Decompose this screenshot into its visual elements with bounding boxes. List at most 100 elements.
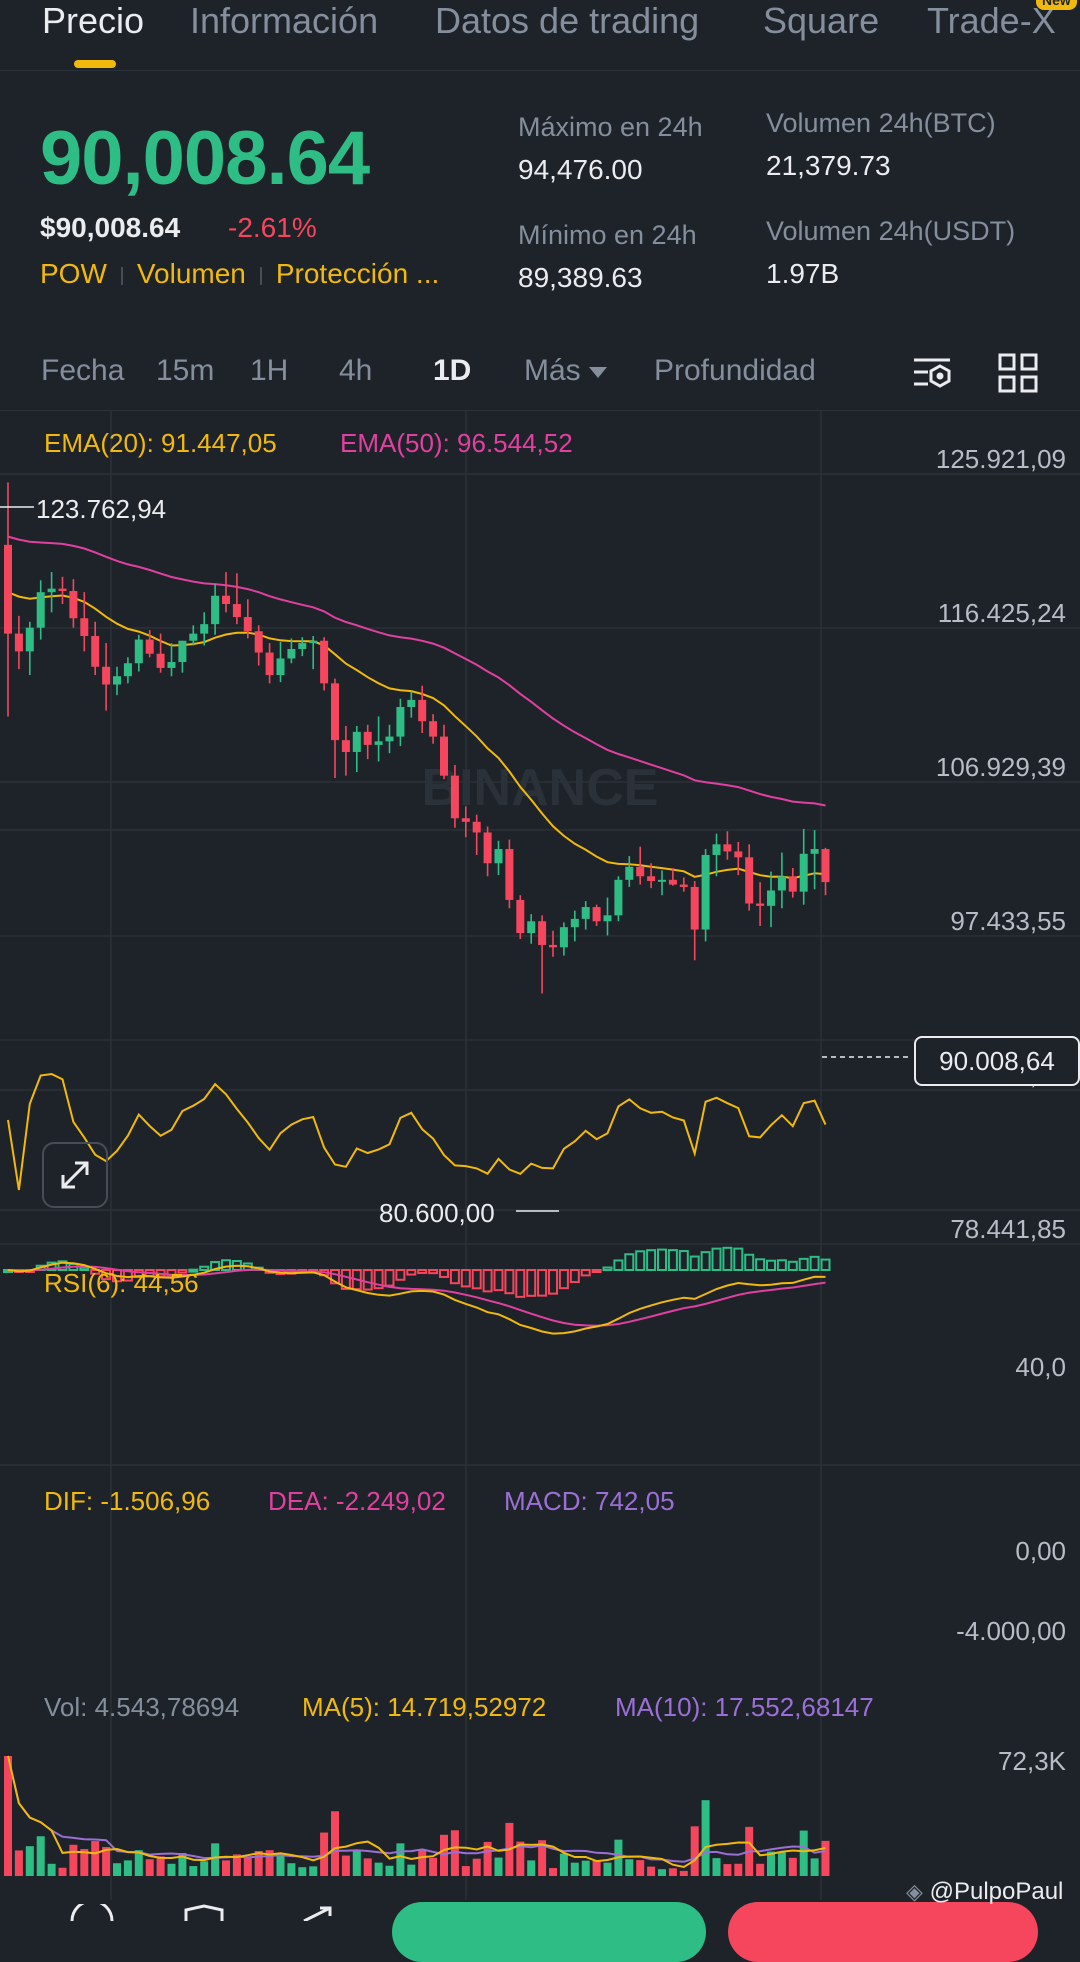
dif-polyline [7,1261,826,1335]
candle-body [450,775,459,819]
chart-settings-icon[interactable] [910,352,954,396]
volume-bar [309,1866,318,1876]
volume-bar [80,1849,89,1876]
candle-body [440,736,448,776]
tab-datos-de-trading[interactable]: Datos de trading [435,0,700,41]
candle-body [396,707,405,737]
volume-bar [232,1854,241,1876]
last-price: 90,008.64 [40,116,370,201]
candle-body [570,918,579,928]
candle-body [505,849,514,900]
macd-hist-bar [221,1259,231,1272]
candle-body [134,639,143,664]
alert-icon[interactable] [180,1904,228,1921]
volume-bar [603,1862,612,1876]
candle-body [80,618,89,636]
volume-bar [374,1862,383,1876]
tag-volumen[interactable]: Volumen [136,258,246,289]
volume-bar [461,1866,470,1876]
high-24h-label: Máximo en 24h [518,112,703,142]
candle-body [385,736,394,742]
interval-1d[interactable]: 1D [433,354,472,387]
macd-hist-bar [548,1269,558,1295]
macd-hist-bar [362,1269,373,1291]
macd-hist-bar [384,1269,395,1287]
candle-body [625,866,634,880]
macd-hist-bar [406,1269,417,1276]
ema20-polyline [7,591,826,880]
high-24h-value: 94,476.00 [518,154,643,185]
volume-bar [527,1860,536,1876]
volume-bar [570,1862,579,1876]
tab-trade-x[interactable]: Trade-X [927,0,1056,41]
candle-body [58,588,67,592]
macd-hist-bar [569,1269,580,1284]
buy-button[interactable] [392,1902,706,1962]
macd-hist-bar [428,1269,439,1275]
expand-chart-button[interactable] [42,1142,108,1208]
volume-bar [211,1843,220,1876]
candle-body [461,818,470,822]
price-axis-label: 78.441,85 [950,1214,1066,1244]
macd-hist-bar [504,1269,515,1295]
interval-profundidad[interactable]: Profundidad [654,354,816,387]
volume-bar [200,1861,209,1876]
interval-1h[interactable]: 1H [250,354,289,387]
candle-body [113,676,121,685]
ema50-polyline [7,535,826,807]
sell-button[interactable] [728,1902,1038,1962]
macd-hist-bar [678,1250,689,1272]
volume-bar [483,1841,492,1876]
tag-proteccion[interactable]: Protección ... [275,258,440,289]
binance-logo-icon: ◈ [906,1879,923,1904]
interval-4h[interactable]: 4h [339,354,373,387]
tag-list: POW Volumen Protección ... [40,258,439,290]
interval-fecha[interactable]: Fecha [41,354,125,387]
tab-precio[interactable]: Precio [42,0,145,41]
volume-bar [472,1858,481,1876]
volume-bar [25,1846,34,1876]
interval-15m[interactable]: 15m [156,354,215,387]
macd-lines [7,1261,826,1335]
macd-hist-bar [766,1259,776,1272]
dea-polyline [7,1265,826,1327]
volume-bar [91,1841,100,1876]
ema20-line [7,591,826,880]
macd-hist-bar [820,1258,831,1272]
tag-pow[interactable]: POW [40,258,107,289]
share-icon[interactable] [294,1904,342,1921]
volume-bar [549,1868,557,1876]
more-icon[interactable] [68,1904,116,1921]
candle-body [690,886,699,930]
candle-body [407,699,416,708]
high-marker-label: 123.762,94 [36,494,167,524]
macd-hist-bar [199,1265,210,1272]
layout-grid-icon[interactable] [997,352,1039,394]
volume-bar [767,1851,775,1876]
macd-hist-bar [809,1255,820,1272]
volume-bar [178,1853,187,1876]
macd-hist-bar [755,1258,766,1272]
tab-square[interactable]: Square [763,0,880,41]
volume-bar [668,1868,677,1876]
candle-body [756,903,765,906]
candle-body [701,854,710,930]
candlestick-chart[interactable]: BINANCE [0,410,1080,1900]
rsi-line [7,1072,827,1191]
tab-informacion[interactable]: Información [190,0,379,41]
candle-body [265,652,274,676]
volume-bar [287,1863,296,1876]
interval-mas[interactable]: Más [524,354,607,388]
new-badge: New [1036,0,1077,10]
volume-bar [821,1840,830,1876]
volume-bar [123,1860,132,1876]
tag-divider [120,266,123,285]
candle-body [200,624,209,634]
macd-hist-bar [90,1269,101,1275]
price-axis-label: 97.433,55 [950,906,1066,936]
low-24h-label: Mínimo en 24h [518,220,697,250]
volume-bar [799,1830,808,1876]
current-price-tag[interactable]: 90.008,64 [914,1036,1080,1086]
volume-bar [58,1867,67,1876]
rsi-label: RSI(6): 44,56 [44,1268,199,1298]
